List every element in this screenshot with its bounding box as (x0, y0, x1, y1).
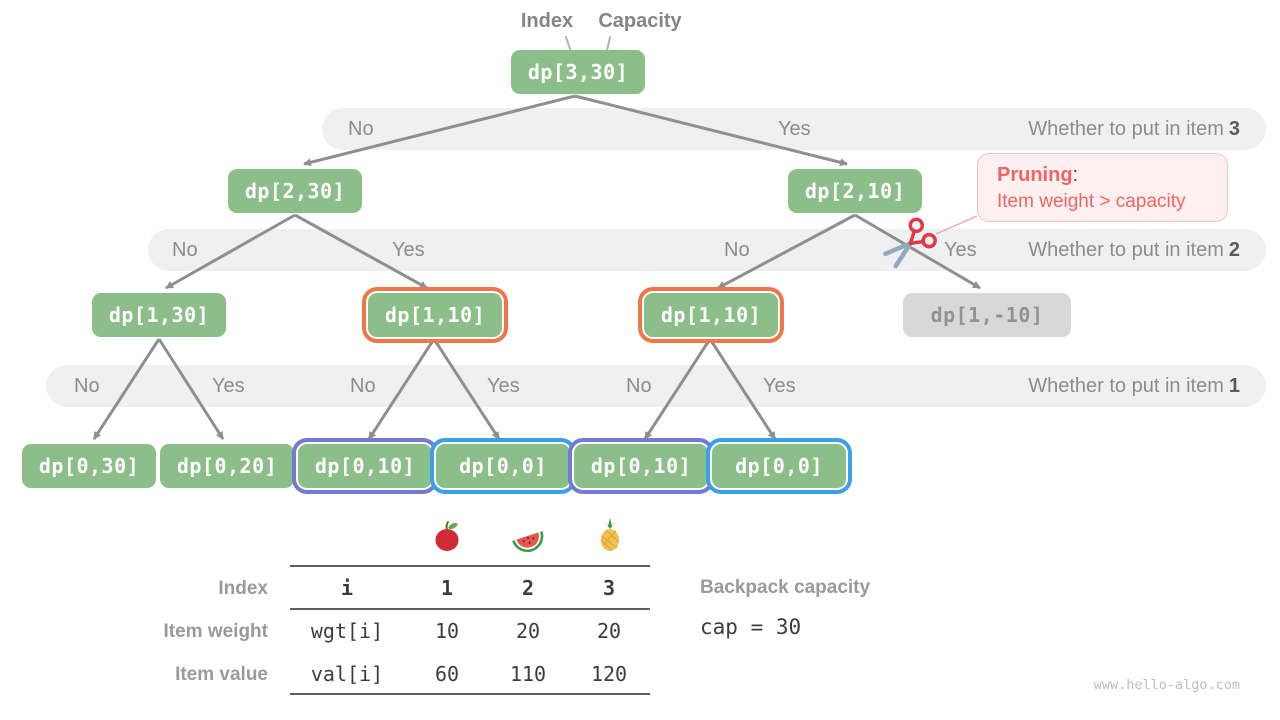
pruning-description: Item weight > capacity (997, 191, 1186, 212)
pineapple-icon (600, 518, 620, 551)
table-cell: wgt[i] (310, 619, 384, 643)
choice-label: No (724, 239, 750, 261)
band-question-text: Whether to put in item (1028, 239, 1224, 261)
table-cell: 110 (509, 662, 547, 686)
table-cell: 60 (434, 662, 460, 686)
choice-label: No (172, 239, 198, 261)
band-question: Whether to put in item 1 (1028, 373, 1240, 399)
table-cell: 120 (590, 662, 628, 686)
table-cell: 10 (434, 619, 460, 643)
band-question: Whether to put in item 2 (1028, 237, 1240, 263)
table-cell: 3 (602, 576, 616, 600)
dp-node-3-30: dp[3,30] (511, 50, 645, 94)
table-cell: val[i] (310, 662, 384, 686)
dp-node-1-10-b: dp[1,10] (644, 293, 778, 337)
band-question-text: Whether to put in item (1028, 375, 1224, 397)
choice-label: Yes (763, 375, 796, 397)
pruning-callout: Pruning: Item weight > capacity (977, 153, 1228, 222)
pruning-title-line: Pruning: (997, 162, 1227, 188)
table-rule-top (290, 565, 650, 567)
backpack-capacity-label: Backpack capacity (700, 577, 871, 598)
table-cell: 1 (440, 576, 454, 600)
dp-node-0-20: dp[0,20] (160, 444, 294, 488)
dp-node-2-10: dp[2,10] (788, 169, 922, 213)
choice-label: No (74, 375, 100, 397)
band-question-text: Whether to put in item (1028, 118, 1224, 140)
pruning-colon: : (1072, 164, 1079, 186)
dp-node-0-0-a: dp[0,0] (436, 444, 570, 488)
watermelon-icon (512, 531, 544, 553)
band-question-item-number: 3 (1228, 118, 1240, 140)
table-row-label-index: Index (218, 578, 268, 599)
choice-label: No (348, 118, 374, 140)
band-question: Whether to put in item 3 (1028, 116, 1240, 142)
table-row-label-weight: Item weight (163, 621, 268, 642)
table-cell: i (340, 576, 354, 600)
dp-node-2-30: dp[2,30] (228, 169, 362, 213)
index-label: Index (520, 10, 574, 32)
apple-icon (435, 521, 459, 551)
band-question-item-number: 2 (1228, 239, 1240, 261)
capacity-label: Capacity (598, 10, 682, 32)
choice-label: No (626, 375, 652, 397)
watermark: www.hello-algo.com (1093, 677, 1240, 693)
choice-label: Yes (778, 118, 811, 140)
dp-node-0-30: dp[0,30] (22, 444, 156, 488)
backpack-capacity-value: cap = 30 (700, 615, 802, 639)
dp-node-1-30: dp[1,30] (92, 293, 226, 337)
choice-label: Yes (944, 239, 977, 261)
table-rule-middle (290, 608, 650, 610)
choice-label: Yes (487, 375, 520, 397)
choice-label: No (350, 375, 376, 397)
table-cell: 20 (596, 619, 622, 643)
table-cell: 20 (515, 619, 541, 643)
table-row-label-value: Item value (175, 664, 268, 685)
table-rule-bottom (290, 693, 650, 695)
choice-label: Yes (212, 375, 245, 397)
dp-node-0-10-a: dp[0,10] (298, 444, 432, 488)
dp-node-0-0-b: dp[0,0] (712, 444, 846, 488)
dp-node-1-neg10: dp[1,-10] (903, 293, 1071, 337)
dp-node-0-10-b: dp[0,10] (574, 444, 708, 488)
band-question-item-number: 1 (1228, 375, 1240, 397)
choice-label: Yes (392, 239, 425, 261)
table-cell: 2 (521, 576, 535, 600)
pruning-title: Pruning (997, 164, 1073, 186)
dp-node-1-10-a: dp[1,10] (368, 293, 502, 337)
